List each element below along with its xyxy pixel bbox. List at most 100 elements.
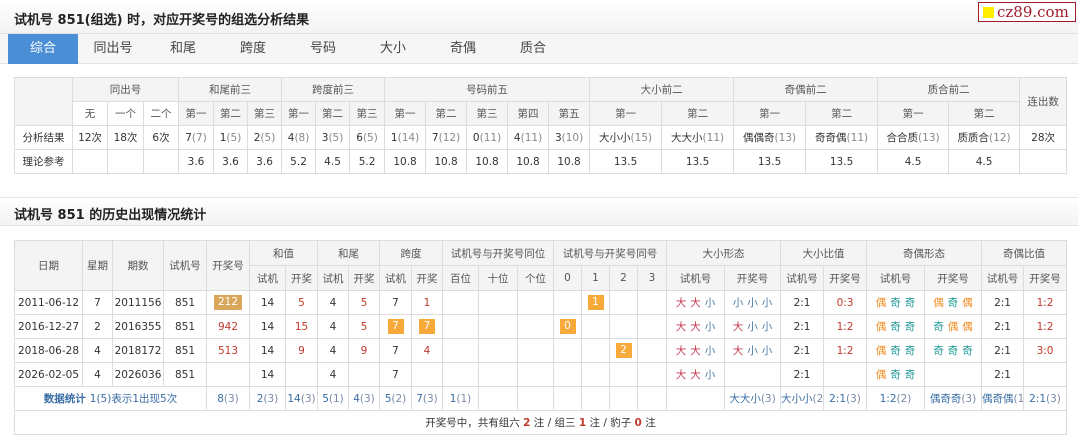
page-title: 试机号 851(组选) 时，对应开奖号的组选分析结果 xyxy=(14,13,310,28)
site-logo[interactable]: cz89.com xyxy=(978,2,1076,22)
sub-header: 第一 xyxy=(384,101,427,126)
sub-header: 无 xyxy=(72,101,108,126)
same-cell: 0 xyxy=(553,314,583,339)
cell-oer_t: 2:1 xyxy=(981,314,1025,339)
form-char: 小 xyxy=(732,297,744,309)
cell-sum_d xyxy=(285,362,318,387)
form-char: 小 xyxy=(704,369,716,381)
pos-cell xyxy=(516,362,555,387)
sub-header: 第五 xyxy=(548,101,591,126)
form-char: 小 xyxy=(761,345,773,357)
cell-bsr_d: 1:2 xyxy=(823,314,868,339)
pos-cell xyxy=(516,314,555,339)
result-value: 18次 xyxy=(113,132,138,144)
result-value: 质质合 xyxy=(957,132,990,144)
result-count: (8) xyxy=(294,131,310,144)
sub-draw-no: 开奖号 xyxy=(823,265,868,291)
result-value: 4 xyxy=(513,131,521,144)
stat-value: 5 xyxy=(322,392,329,405)
issue-value: 2018172 xyxy=(114,344,162,357)
form-char: 奇 xyxy=(904,345,916,357)
result-count: (12) xyxy=(989,132,1011,144)
theory-cell: 5.2 xyxy=(281,149,317,174)
tail_t-value: 4 xyxy=(329,296,337,309)
stat-value: 2:1 xyxy=(1029,392,1047,405)
week-value: 2 xyxy=(94,320,101,333)
result-value: 7 xyxy=(185,131,192,144)
result-count: (5) xyxy=(260,131,276,144)
stats-label[interactable]: 数据统计 xyxy=(43,393,86,405)
result-count: (15) xyxy=(630,132,653,144)
cell-oer_t: 2:1 xyxy=(981,290,1025,315)
same-cell xyxy=(637,338,668,363)
tab-1[interactable]: 同出号 xyxy=(93,41,133,56)
tab-6[interactable]: 奇偶 xyxy=(449,41,476,56)
tab-0[interactable]: 综合 xyxy=(8,34,78,64)
week-value: 4 xyxy=(94,344,101,357)
stats-cell xyxy=(666,386,726,411)
stats-row: 数据统计 1(5)表示1出现5次 8(3) 2(3) 14(3) 5(1) 4(3) 5(2)… xyxy=(14,386,1068,411)
span_t-value: 7 xyxy=(392,296,399,309)
form-char: 大 xyxy=(675,297,687,309)
cell-tail_t: 4 xyxy=(317,290,349,315)
result-row: 分析结果 12次 18次 6次 7(7) 1(5) 2(5) 4(8) 3(5) 6(5) 1(14… xyxy=(14,125,1068,150)
result-cell: 大小小(15) xyxy=(589,125,663,150)
bsr_t-value: 2:1 xyxy=(793,296,811,309)
cell-span_t: 7 xyxy=(379,290,412,315)
pos-cell xyxy=(478,362,518,387)
stats-cell xyxy=(637,386,668,411)
tab-4[interactable]: 号码 xyxy=(309,41,336,56)
sub-header: 一个 xyxy=(107,101,144,126)
group-header: 连出数 xyxy=(1019,77,1068,126)
tab-5[interactable]: 大小 xyxy=(379,41,406,56)
cell-oe_t: 偶奇奇 xyxy=(866,290,926,315)
cell-week: 4 xyxy=(82,362,113,387)
sub-header: 第二 xyxy=(948,101,1021,126)
stat-count: (1) xyxy=(456,392,472,405)
cell-oe_t: 偶奇奇 xyxy=(866,314,926,339)
sub-trial-no: 试机号 xyxy=(780,265,825,291)
tab-2[interactable]: 和尾 xyxy=(169,41,196,56)
history-row: 2018-06-28 4 2018172 851 513 14 9 4 9 7 4 2 大大小大小小 2:… xyxy=(14,338,1068,363)
tab-3[interactable]: 跨度 xyxy=(239,41,266,56)
cell-sum_t: 14 xyxy=(249,314,286,339)
draw-value: 513 xyxy=(217,344,239,357)
stats-cell: 大大小(3) xyxy=(724,386,782,411)
header-issue: 期数 xyxy=(112,240,164,291)
sub-same: 3 xyxy=(637,265,668,291)
result-cell: 大大小(11) xyxy=(661,125,735,150)
form-char: 大 xyxy=(690,321,701,333)
same-cell xyxy=(637,362,668,387)
stats-cell: 5(2) xyxy=(379,386,412,411)
stats-label-cell: 数据统计 1(5)表示1出现5次 xyxy=(14,386,207,411)
cell-span_d: 4 xyxy=(411,338,443,363)
row-label: 理论参考 xyxy=(14,149,73,174)
summary-g3: 1 xyxy=(578,417,587,429)
sub-same: 1 xyxy=(581,265,611,291)
sub-header: 第一 xyxy=(281,101,317,126)
stat-count: (2) xyxy=(391,392,407,405)
oer_d-value: 1:2 xyxy=(1036,296,1054,309)
header-sum: 和值 xyxy=(249,240,318,266)
form-char: 奇 xyxy=(904,297,916,309)
form-char: 奇 xyxy=(890,369,901,381)
draw-value: 942 xyxy=(217,320,239,333)
cell-oe_d: 偶奇偶 xyxy=(924,290,983,315)
theory-cell: 4.5 xyxy=(877,149,950,174)
result-value: 2 xyxy=(253,131,261,144)
form-char: 小 xyxy=(704,321,716,333)
form-char: 偶 xyxy=(962,297,973,309)
pos-cell xyxy=(516,338,555,363)
cell-span_d: 1 xyxy=(411,290,443,315)
cell-tail_d: 5 xyxy=(348,314,380,339)
sub-draw: 开奖 xyxy=(348,265,380,291)
group-header: 大小前二 xyxy=(589,77,735,102)
form-char: 小 xyxy=(704,345,716,357)
cell-trial: 851 xyxy=(163,314,207,339)
result-count: (13) xyxy=(774,132,797,144)
form-char: 大 xyxy=(675,345,687,357)
bsr_t-value: 2:1 xyxy=(793,320,811,333)
sub-trial: 试机 xyxy=(317,265,349,291)
tab-7[interactable]: 质合 xyxy=(519,41,546,56)
sub-header: 第二 xyxy=(805,101,879,126)
